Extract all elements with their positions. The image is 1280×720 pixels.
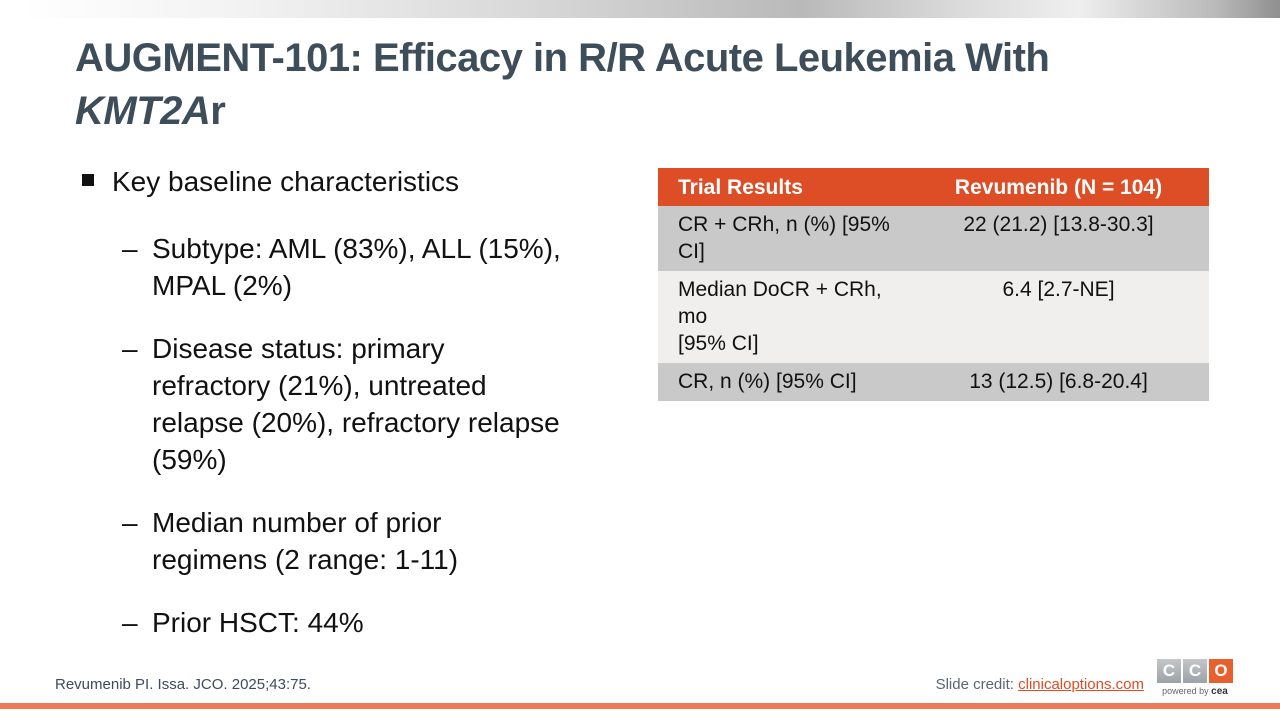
list-item: – Subtype: AML (83%), ALL (15%), MPAL (2… <box>122 230 660 304</box>
list-item: – Prior HSCT: 44% <box>122 604 660 641</box>
clinicaloptions-link[interactable]: clinicaloptions.com <box>1018 676 1144 693</box>
row-label: CR, n (%) [95% CI] <box>658 363 908 401</box>
bullet-text: Disease status: primary refractory (21%)… <box>152 333 560 475</box>
logo-letter-c2: C <box>1183 659 1207 683</box>
table-row: CR, n (%) [95% CI] 13 (12.5) [6.8-20.4] <box>658 363 1209 401</box>
cco-logo-squares: C C O <box>1157 659 1233 683</box>
page-title: AUGMENT-101: Efficacy in R/R Acute Leuke… <box>75 32 1205 138</box>
dash-marker: – <box>122 507 138 538</box>
bullet-square-icon <box>82 174 94 186</box>
trial-results-table: Trial Results Revumenib (N = 104) CR + C… <box>658 168 1209 401</box>
slide-credit-label: Slide credit: <box>935 676 1014 693</box>
list-item: – Median number of prior regimens (2 ran… <box>122 504 660 578</box>
title-line-2: KMT2Ar <box>75 85 1205 138</box>
bullet-text: Median number of prior regimens (2 range… <box>152 507 459 575</box>
dash-marker: – <box>122 607 138 638</box>
citation: Revumenib PI. Issa. JCO. 2025;43:75. <box>55 676 311 693</box>
table-header-revumenib: Revumenib (N = 104) <box>908 168 1209 206</box>
row-label: Median DoCR + CRh, mo [95% CI] <box>658 271 908 363</box>
row-value: 6.4 [2.7-NE] <box>908 271 1209 363</box>
title-gene-italic: KMT2A <box>75 89 211 133</box>
table-row: Median DoCR + CRh, mo [95% CI] 6.4 [2.7-… <box>658 271 1209 363</box>
title-gene-suffix: r <box>210 89 226 133</box>
row-label: CR + CRh, n (%) [95% CI] <box>658 206 908 271</box>
cco-logo: C C O powered by cea <box>1157 659 1233 697</box>
powered-by-tagline: powered by cea <box>1157 686 1233 697</box>
list-item: – Disease status: primary refractory (21… <box>122 330 660 478</box>
bottom-accent-bar <box>0 703 1280 709</box>
slide-credit: Slide credit: clinicaloptions.com <box>936 676 1144 693</box>
bullet-list: Key baseline characteristics – Subtype: … <box>80 163 660 667</box>
title-line-1: AUGMENT-101: Efficacy in R/R Acute Leuke… <box>75 36 1050 80</box>
row-value: 13 (12.5) [6.8-20.4] <box>908 363 1209 401</box>
logo-letter-c1: C <box>1157 659 1181 683</box>
top-accent-bar <box>20 0 1280 18</box>
logo-letter-o: O <box>1209 659 1233 683</box>
bullet-text: Key baseline characteristics <box>112 166 460 197</box>
table-header-trial-results: Trial Results <box>658 168 908 206</box>
list-item: Key baseline characteristics <box>80 163 660 200</box>
row-value: 22 (21.2) [13.8-30.3] <box>908 206 1209 271</box>
bullet-text: Subtype: AML (83%), ALL (15%), MPAL (2%) <box>152 233 561 301</box>
table-header-row: Trial Results Revumenib (N = 104) <box>658 168 1209 206</box>
powered-by-prefix: powered by <box>1162 686 1209 696</box>
dash-marker: – <box>122 233 138 264</box>
powered-by-brand: cea <box>1211 686 1228 697</box>
bullet-text: Prior HSCT: 44% <box>152 607 364 638</box>
dash-marker: – <box>122 333 138 364</box>
table-row: CR + CRh, n (%) [95% CI] 22 (21.2) [13.8… <box>658 206 1209 271</box>
